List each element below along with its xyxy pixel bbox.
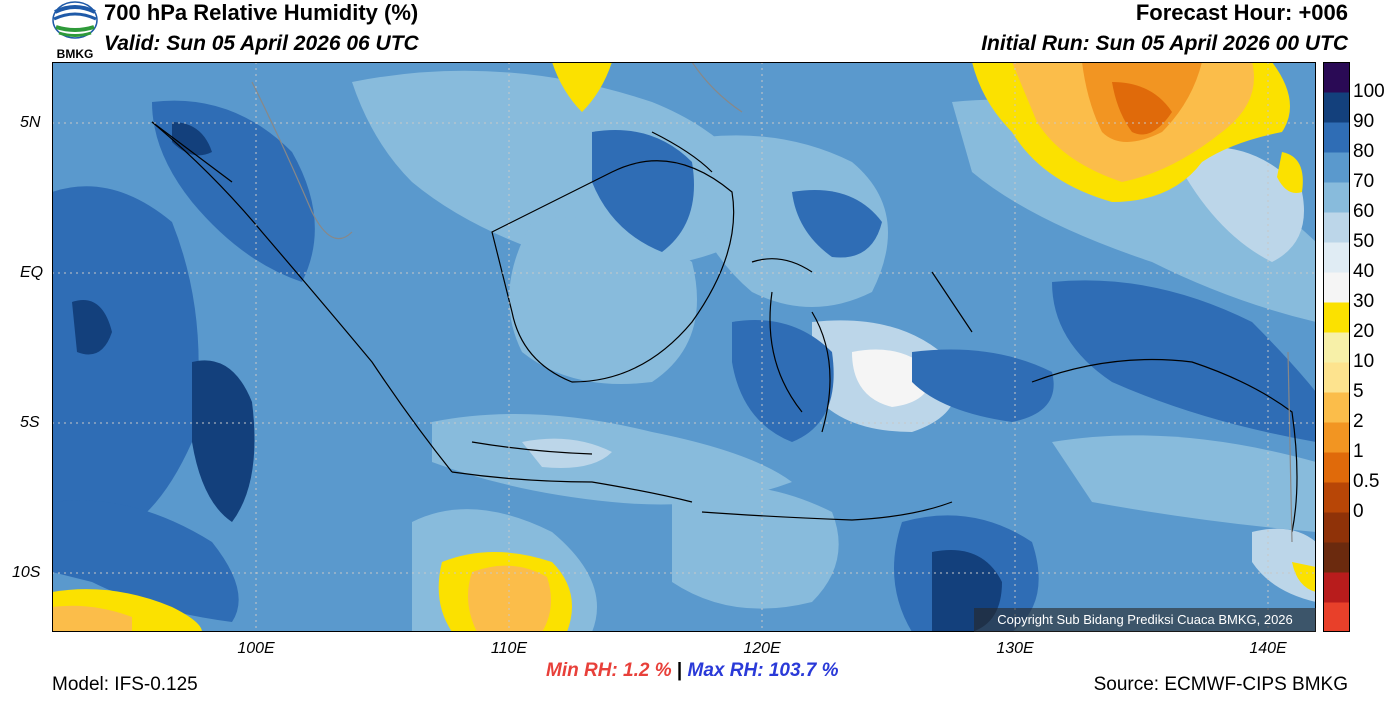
colorbar-swatch <box>1323 392 1350 423</box>
colorbar-tick-label: 2 <box>1353 411 1364 432</box>
colorbar-tick-label: 20 <box>1353 321 1375 342</box>
colorbar-tick-label: 0 <box>1353 501 1364 522</box>
logo-text: BMKG <box>57 47 94 61</box>
colorbar-tick-label: 40 <box>1353 261 1375 282</box>
colorbar-tick-label: 60 <box>1353 201 1375 222</box>
colorbar-swatch <box>1323 152 1350 183</box>
colorbar-tick-label: 50 <box>1353 231 1375 252</box>
colorbar-swatch <box>1323 482 1350 513</box>
colorbar-swatch <box>1323 122 1350 153</box>
rh-stats: Min RH: 1.2 % | Max RH: 103.7 % <box>546 660 839 682</box>
lat-label-eq: EQ <box>20 264 44 281</box>
colorbar-tick-label: 90 <box>1353 111 1375 132</box>
colorbar-swatch <box>1323 512 1350 543</box>
colorbar-swatch <box>1323 92 1350 123</box>
max-rh-label: Max RH: <box>687 660 764 681</box>
lon-label-100e: 100E <box>237 640 275 657</box>
colorbar-swatch <box>1323 542 1350 573</box>
lon-label-140e: 140E <box>1249 640 1287 657</box>
lat-label-5n: 5N <box>20 114 41 131</box>
colorbar-swatch <box>1323 272 1350 303</box>
lat-label-5s: 5S <box>20 414 40 431</box>
stats-separator: | <box>676 660 683 681</box>
map-title: 700 hPa Relative Humidity (%) <box>104 0 419 25</box>
forecast-hour: Forecast Hour: +006 <box>1135 0 1348 25</box>
lon-label-120e: 120E <box>743 640 781 657</box>
colorbar-tick-label: 5 <box>1353 381 1364 402</box>
colorbar-swatch <box>1323 332 1350 363</box>
valid-time: Valid: Sun 05 April 2026 06 UTC <box>104 32 419 55</box>
min-rh-value: 1.2 % <box>623 660 672 681</box>
lon-label-130e: 130E <box>996 640 1034 657</box>
colorbar-tick-label: 10 <box>1353 351 1375 372</box>
copyright-notice: Copyright Sub Bidang Prediksi Cuaca BMKG… <box>974 608 1316 632</box>
colorbar-swatch <box>1323 62 1350 93</box>
initial-run: Initial Run: Sun 05 April 2026 00 UTC <box>981 32 1348 55</box>
colorbar-tick-label: 70 <box>1353 171 1375 192</box>
colorbar-swatch <box>1323 302 1350 333</box>
bmkg-logo: BMKG <box>50 0 100 62</box>
humidity-map <box>52 61 1316 632</box>
colorbar-swatch <box>1323 452 1350 483</box>
colorbar-swatch <box>1323 362 1350 393</box>
lon-label-110e: 110E <box>490 640 528 657</box>
min-rh-label: Min RH: <box>546 660 618 681</box>
model-label: Model: IFS-0.125 <box>52 674 198 695</box>
colorbar-swatch <box>1323 602 1350 633</box>
colorbar-swatch <box>1323 572 1350 603</box>
colorbar-swatch <box>1323 422 1350 453</box>
colorbar-tick-label: 100 <box>1353 81 1385 102</box>
colorbar-swatch <box>1323 212 1350 243</box>
colorbar-swatch <box>1323 242 1350 273</box>
colorbar-tick-label: 0.5 <box>1353 471 1380 492</box>
max-rh-value: 103.7 % <box>768 660 839 681</box>
colorbar-tick-label: 30 <box>1353 291 1375 312</box>
colorbar-swatch <box>1323 182 1350 213</box>
colorbar <box>1323 62 1350 633</box>
colorbar-tick-label: 80 <box>1353 141 1375 162</box>
colorbar-tick-label: 1 <box>1353 441 1364 462</box>
lat-label-10s: 10S <box>12 564 41 581</box>
source-label: Source: ECMWF-CIPS BMKG <box>1093 674 1348 695</box>
